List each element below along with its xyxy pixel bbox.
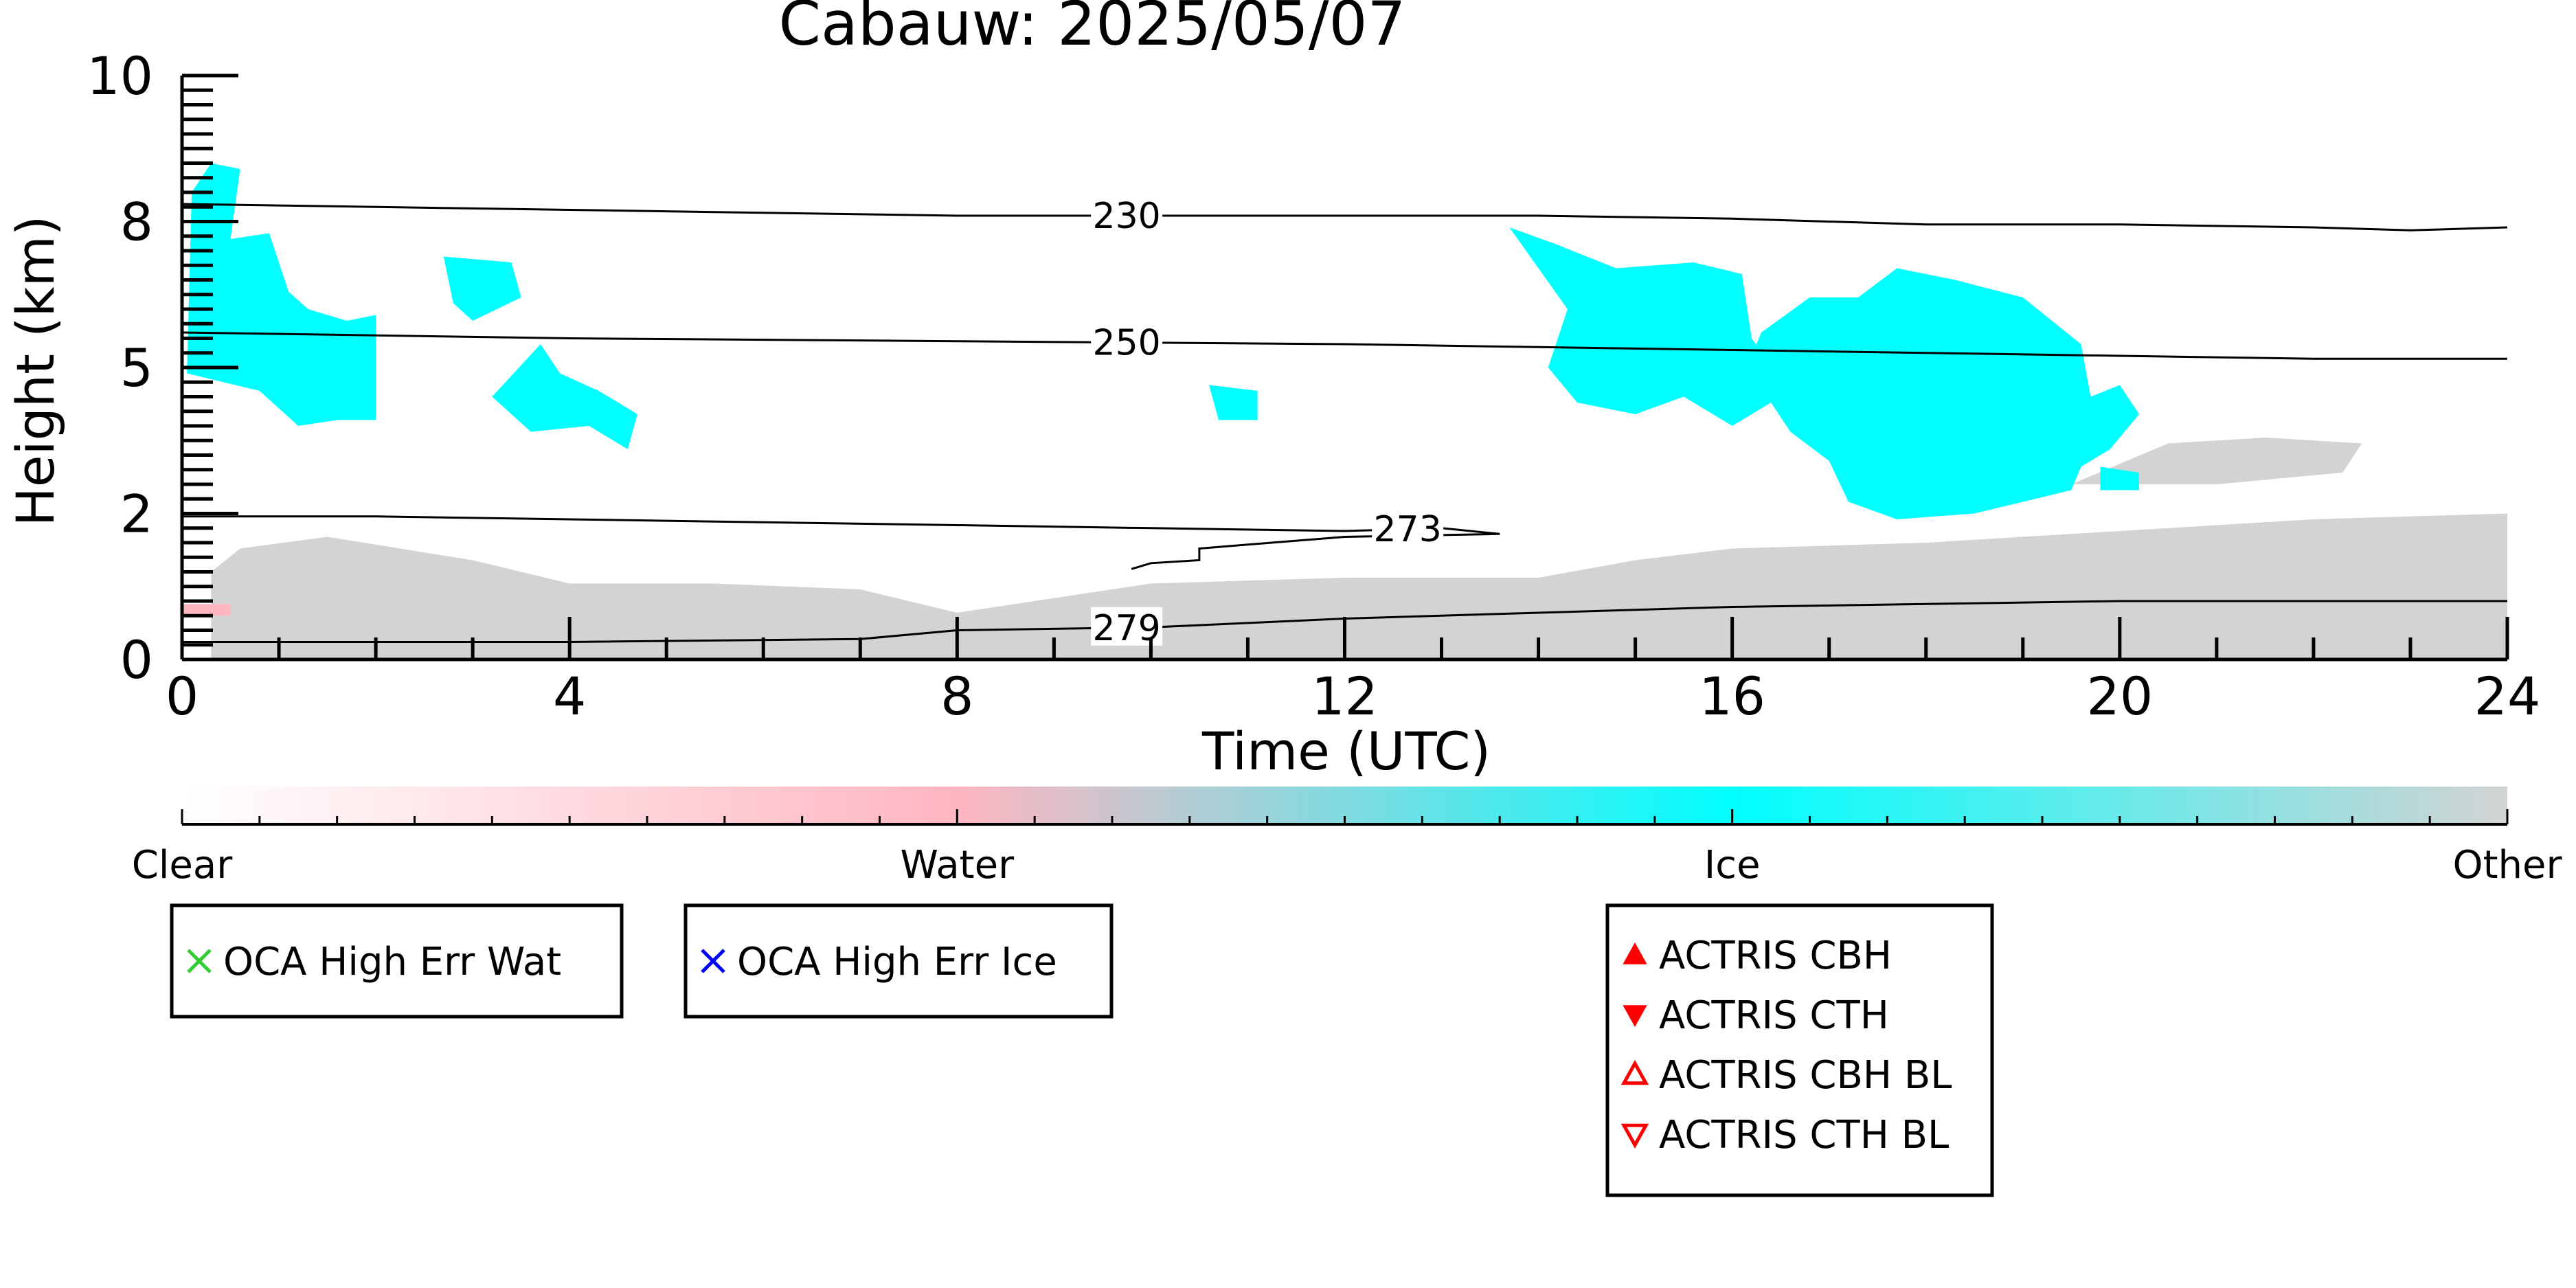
contour-line-250 bbox=[181, 331, 2507, 360]
class-colorbar: Clear Water Ice Other bbox=[132, 787, 2562, 888]
legend-marker-x bbox=[701, 949, 725, 973]
legend-frame bbox=[1605, 903, 1994, 1197]
legend-box-0: OCA High Err Wat bbox=[170, 903, 624, 1019]
legend-marker-triangle-down bbox=[1623, 1005, 1647, 1028]
y-tick-label: 10 bbox=[87, 45, 153, 106]
x-tick-label: 0 bbox=[166, 666, 199, 727]
x-tick-label: 4 bbox=[553, 666, 586, 727]
region-water-2 bbox=[182, 604, 231, 616]
contour-label-bg-230 bbox=[1091, 195, 1163, 234]
region-ice-5 bbox=[492, 344, 637, 449]
region-ice-8 bbox=[1751, 268, 2139, 519]
legend-label: ACTRIS CBH BL bbox=[1659, 1053, 1952, 1098]
y-tick-label: 0 bbox=[120, 629, 153, 690]
legend-marker-triangle-down bbox=[1620, 1123, 1649, 1149]
contour-label-230: 230 bbox=[1093, 196, 1161, 237]
legend-marker-triangle-up bbox=[1623, 942, 1647, 964]
x-tick-label: 12 bbox=[1311, 666, 1378, 727]
region-ice-9 bbox=[2100, 466, 2139, 490]
legend-frame bbox=[170, 903, 624, 1019]
legend-label: OCA High Err Wat bbox=[223, 940, 561, 984]
colorbar-label-water: Water bbox=[901, 843, 1015, 888]
x-tick-label: 8 bbox=[940, 666, 973, 727]
y-tick-label: 8 bbox=[120, 192, 153, 253]
legend-box-1: OCA High Err Ice bbox=[683, 903, 1114, 1019]
colorbar-label-clear: Clear bbox=[132, 843, 233, 888]
y-axis-label: Height (km) bbox=[5, 216, 66, 527]
colorbar-label-ice: Ice bbox=[1704, 843, 1761, 888]
x-axis-label: Time (UTC) bbox=[1201, 721, 1491, 782]
legend-label: ACTRIS CTH BL bbox=[1659, 1113, 1949, 1157]
region-other-1 bbox=[2071, 438, 2362, 484]
class-regions bbox=[182, 163, 2507, 659]
legend-label: ACTRIS CBH bbox=[1659, 934, 1892, 978]
y-tick-label: 2 bbox=[120, 484, 153, 545]
colorbar-label-other: Other bbox=[2452, 843, 2562, 888]
region-ice-7 bbox=[1509, 227, 1791, 426]
region-ice-3 bbox=[187, 163, 376, 426]
legend-box-2: ACTRIS CBH ACTRIS CTH ACTRIS CBH BL ACTRIS … bbox=[1605, 903, 1994, 1197]
x-tick-label: 20 bbox=[2086, 666, 2153, 727]
contour-label-250: 250 bbox=[1093, 323, 1161, 364]
legends: OCA High Err Wat OCA High Err Ice ACTRIS C… bbox=[170, 903, 1994, 1197]
legend-label: OCA High Err Ice bbox=[737, 940, 1057, 984]
contour-label-bg-273 bbox=[1372, 508, 1444, 547]
x-tick-label: 16 bbox=[1699, 666, 1765, 727]
contour-line-230 bbox=[181, 203, 2508, 231]
legend-frame bbox=[683, 903, 1114, 1019]
axes: 0 4 8 12 16 20 24 0 2 5 8 10 bbox=[87, 45, 2540, 727]
region-other-0 bbox=[211, 513, 2507, 659]
y-tick-label: 5 bbox=[120, 337, 153, 398]
region-ice-6 bbox=[1209, 385, 1258, 420]
x-tick-label: 24 bbox=[2474, 666, 2541, 727]
contour-line-279 bbox=[182, 600, 2507, 643]
region-ice-4 bbox=[443, 256, 521, 321]
legend-label: ACTRIS CTH bbox=[1659, 993, 1889, 1038]
contour-label-273: 273 bbox=[1374, 509, 1442, 550]
legend-marker-x bbox=[187, 949, 212, 973]
legend-marker-triangle-up bbox=[1620, 1059, 1649, 1085]
contour-label-bg-250 bbox=[1091, 321, 1163, 361]
chart-title: Cabauw: 2025/05/07 bbox=[779, 0, 1406, 59]
